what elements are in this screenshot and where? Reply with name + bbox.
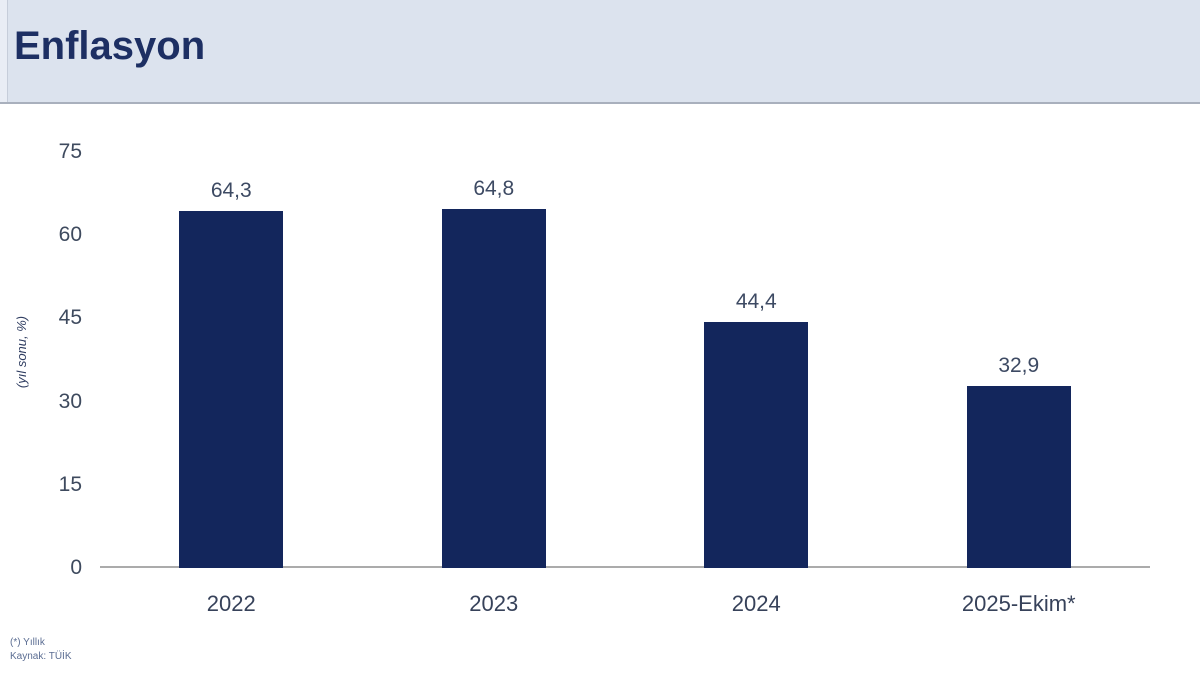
bar-2024 bbox=[704, 321, 809, 568]
header-bar: Enflasyon bbox=[0, 0, 1200, 104]
y-tick-label: 60 bbox=[58, 223, 82, 247]
y-tick-label: 30 bbox=[58, 389, 82, 413]
bar-2023 bbox=[441, 208, 546, 568]
x-axis-line bbox=[100, 566, 1150, 568]
bar-value-label: 64,3 bbox=[210, 179, 252, 203]
footnote-source: Kaynak: TÜİK bbox=[10, 651, 72, 662]
footnote-asterisk: (*) Yıllık bbox=[10, 637, 45, 648]
header-left-edge bbox=[0, 0, 8, 102]
bar-value-label: 64,8 bbox=[473, 176, 515, 200]
x-tick-label: 2023 bbox=[469, 591, 519, 616]
y-tick-label: 45 bbox=[58, 306, 82, 330]
bar-2022 bbox=[179, 211, 284, 568]
bar-value-label: 32,9 bbox=[998, 353, 1040, 377]
x-tick-label: 2024 bbox=[731, 591, 781, 616]
x-tick-label: 2022 bbox=[206, 591, 256, 616]
y-tick-label: 75 bbox=[58, 140, 82, 163]
footnotes: (*) Yıllık Kaynak: TÜİK bbox=[10, 636, 72, 664]
x-tick-label: 2025-Ekim* bbox=[961, 591, 1076, 616]
bar-value-label: 44,4 bbox=[735, 289, 777, 313]
bar-2025-Ekim* bbox=[966, 385, 1071, 568]
y-tick-label: 15 bbox=[58, 472, 82, 496]
page-title: Enflasyon bbox=[14, 24, 206, 68]
y-tick-label: 0 bbox=[70, 556, 82, 579]
